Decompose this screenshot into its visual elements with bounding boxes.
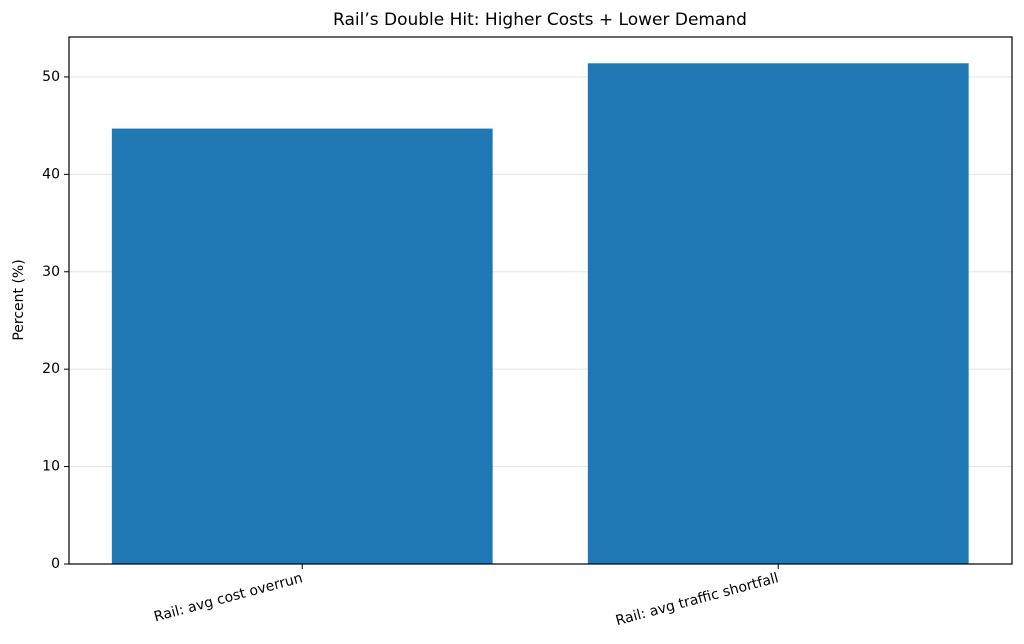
chart-title: Rail’s Double Hit: Higher Costs + Lower … [333,10,747,30]
y-tick-label: 0 [51,556,60,572]
y-tick-label: 20 [42,361,60,377]
x-tick-label: Rail: avg cost overrun [152,570,304,625]
bar [111,128,493,564]
x-tick-label: Rail: avg traffic shortfall [614,570,780,629]
y-axis-label: Percent (%) [11,259,27,340]
y-tick-label: 50 [42,69,60,85]
bar [587,63,969,564]
y-tick-label: 10 [42,459,60,475]
y-tick-label: 40 [42,166,60,182]
plot-frame [68,36,1013,565]
y-tick-label: 30 [42,264,60,280]
